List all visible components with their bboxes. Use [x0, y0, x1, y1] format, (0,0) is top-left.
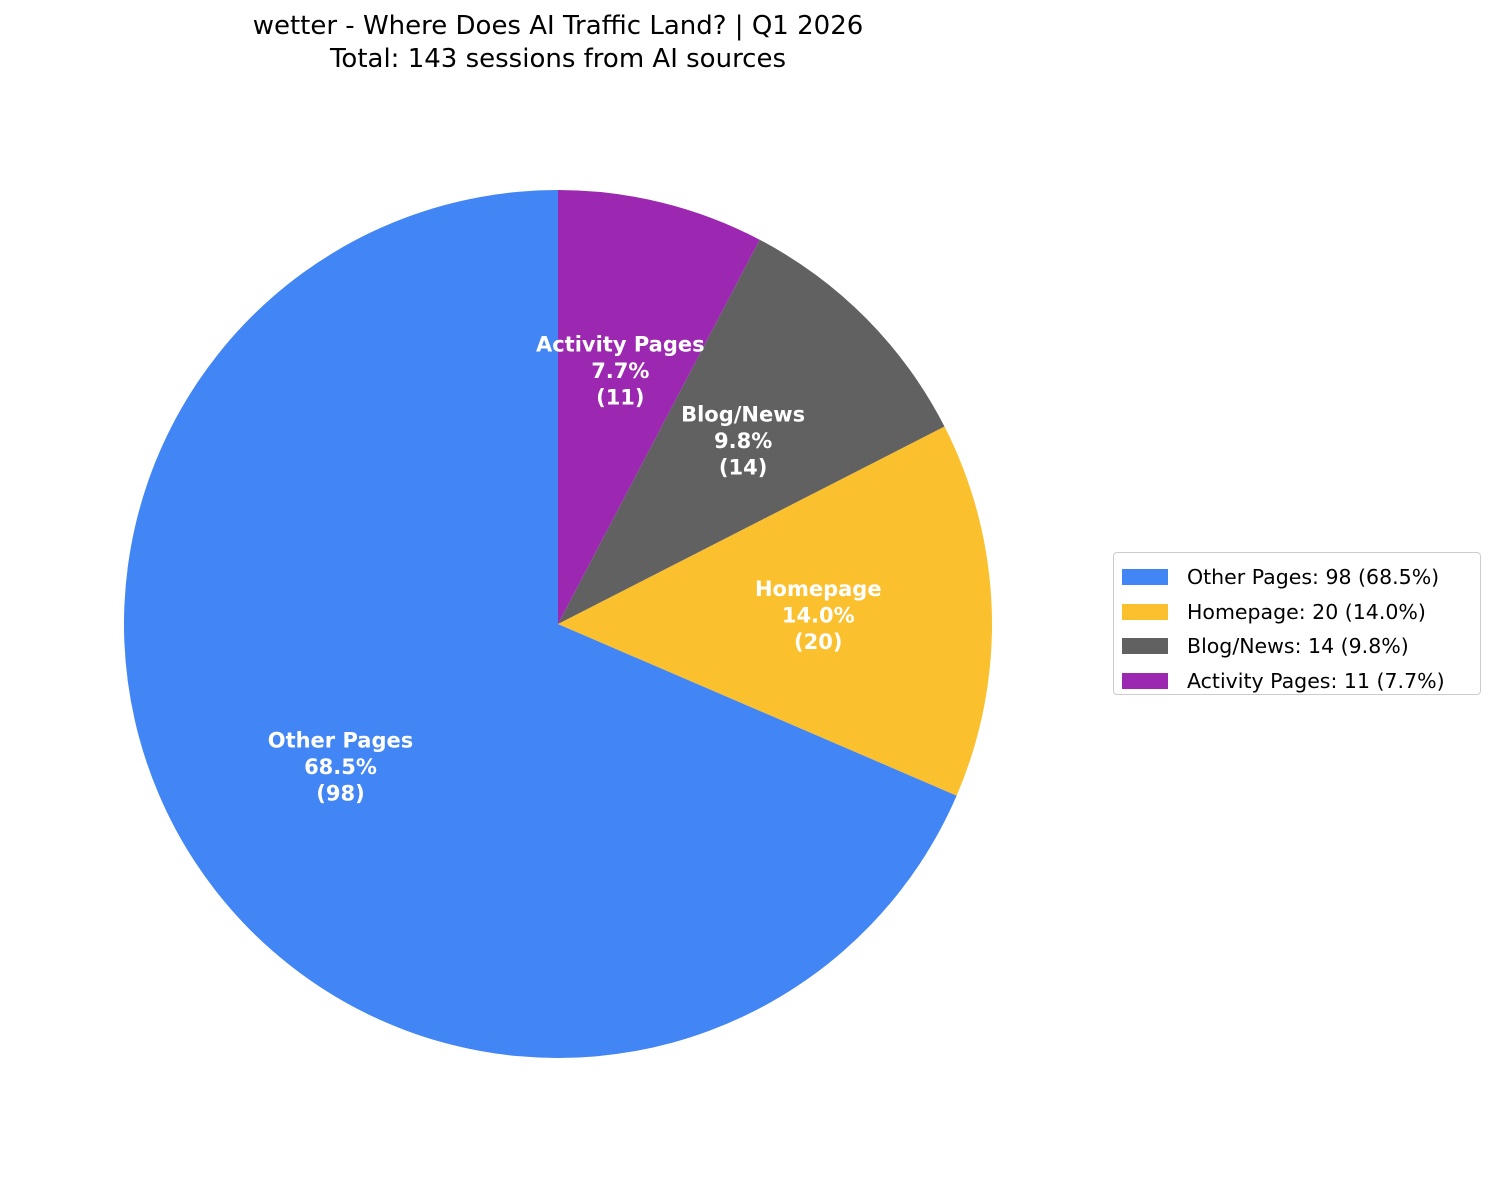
chart-legend: Other Pages: 98 (68.5%) Homepage: 20 (14…	[1113, 552, 1481, 695]
slice-label-line: (20)	[794, 630, 842, 654]
slice-label-activity-pages: Activity Pages 7.7% (11)	[536, 333, 705, 410]
slice-label-blog-news: Blog/News 9.8% (14)	[681, 402, 805, 479]
chart-title: wetter - Where Does AI Traffic Land? | Q…	[252, 11, 864, 41]
legend-label-homepage: Homepage: 20 (14.0%)	[1187, 599, 1426, 624]
legend-swatch-homepage	[1122, 603, 1168, 620]
slice-label-line: Activity Pages	[536, 333, 705, 357]
legend-item-homepage: Homepage: 20 (14.0%)	[1122, 595, 1480, 630]
slice-label-line: 14.0%	[782, 603, 855, 627]
slice-label-homepage: Homepage 14.0% (20)	[755, 577, 882, 654]
legend-item-other-pages: Other Pages: 98 (68.5%)	[1122, 560, 1480, 595]
legend-label-blog-news: Blog/News: 14 (9.8%)	[1187, 634, 1409, 659]
chart-subtitle: Total: 143 sessions from AI sources	[329, 44, 787, 74]
pie-slice-homepage	[558, 426, 993, 796]
slice-label-line: (14)	[719, 455, 767, 479]
legend-item-blog-news: Blog/News: 14 (9.8%)	[1122, 629, 1480, 664]
slice-label-line: (98)	[316, 782, 364, 806]
slice-label-line: Homepage	[755, 577, 882, 601]
slice-label-line: 9.8%	[714, 429, 772, 453]
slice-label-line: 68.5%	[304, 755, 377, 779]
legend-label-activity-pages: Activity Pages: 11 (7.7%)	[1187, 668, 1445, 693]
slice-label-line: Blog/News	[681, 402, 805, 426]
slice-label-line: 7.7%	[591, 359, 649, 383]
pie-slice-other-pages	[123, 190, 957, 1058]
legend-swatch-other-pages	[1122, 569, 1168, 586]
pie-slice-blog-news	[558, 239, 945, 624]
legend-swatch-blog-news	[1122, 638, 1168, 655]
slice-label-other-pages: Other Pages 68.5% (98)	[268, 729, 414, 806]
legend-item-activity-pages: Activity Pages: 11 (7.7%)	[1122, 664, 1480, 699]
chart-title-block: wetter - Where Does AI Traffic Land? | Q…	[0, 10, 1116, 76]
legend-label-other-pages: Other Pages: 98 (68.5%)	[1187, 565, 1440, 590]
legend-swatch-activity-pages	[1122, 672, 1168, 689]
pie-slice-activity-pages	[558, 190, 760, 624]
slice-label-line: Other Pages	[268, 729, 414, 753]
slice-label-line: (11)	[596, 386, 644, 410]
